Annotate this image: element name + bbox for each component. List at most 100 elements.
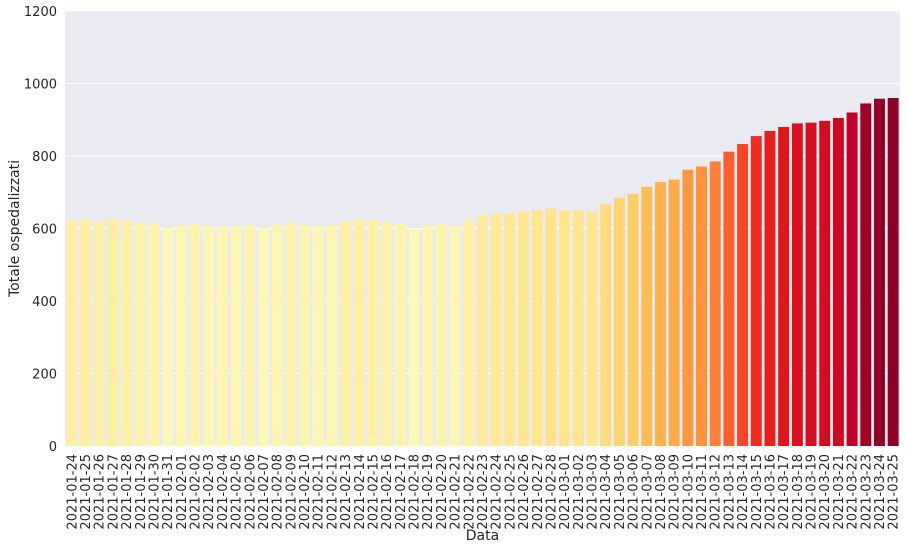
x-tick-label: 2021-03-04 [599, 454, 614, 530]
bar-2021-03-14 [737, 144, 749, 446]
x-tick-label: 2021-03-25 [887, 454, 902, 530]
x-tick-label: 2021-02-01 [175, 454, 190, 530]
x-tick-label: 2021-03-18 [791, 454, 806, 530]
x-tick-label: 2021-03-17 [777, 454, 792, 530]
x-tick-label: 2021-01-25 [79, 454, 94, 530]
x-tick-label: 2021-03-16 [763, 454, 778, 530]
y-tick-label: 800 [32, 150, 57, 165]
x-tick-label: 2021-03-02 [572, 454, 587, 530]
bar-2021-03-07 [641, 186, 653, 446]
bar-2021-03-23 [860, 103, 872, 446]
x-tick-label: 2021-03-12 [709, 454, 724, 530]
x-axis-label: Data [466, 528, 499, 544]
bar-2021-02-23 [477, 215, 488, 446]
bar-2021-03-18 [791, 123, 803, 446]
x-tick-label: 2021-02-21 [449, 454, 464, 530]
bar-2021-02-16 [381, 222, 393, 446]
x-tick-label: 2021-02-06 [243, 454, 258, 530]
x-tick-label: 2021-03-08 [654, 454, 669, 530]
x-tick-label: 2021-02-19 [421, 454, 436, 530]
bar-2021-03-20 [819, 120, 831, 447]
bar-2021-02-22 [463, 220, 475, 446]
x-axis-ticks: 2021-01-242021-01-252021-01-262021-01-27… [65, 454, 901, 530]
bar-2021-02-15 [367, 220, 379, 446]
bar-2021-03-21 [832, 117, 844, 446]
bar-2021-02-08 [271, 224, 283, 446]
x-tick-label: 2021-01-31 [161, 454, 176, 530]
x-tick-label: 2021-02-07 [257, 454, 272, 530]
x-tick-label: 2021-01-26 [93, 454, 108, 530]
x-tick-label: 2021-01-29 [134, 454, 149, 530]
bar-2021-02-13 [340, 221, 352, 446]
bar-2021-02-25 [504, 212, 516, 446]
bar-2021-03-25 [887, 98, 899, 446]
x-tick-label: 2021-03-11 [695, 454, 710, 530]
bar-2021-01-29 [134, 223, 146, 446]
x-tick-label: 2021-03-15 [750, 454, 765, 530]
bar-2021-03-24 [873, 98, 885, 446]
bar-2021-03-08 [654, 182, 666, 446]
bar-2021-03-06 [627, 194, 639, 446]
y-tick-label: 400 [32, 295, 57, 310]
x-tick-label: 2021-03-20 [818, 454, 833, 530]
x-tick-label: 2021-03-14 [736, 454, 751, 530]
x-tick-label: 2021-03-05 [613, 454, 628, 530]
bar-2021-03-03 [586, 211, 598, 446]
x-tick-label: 2021-01-30 [147, 454, 162, 530]
x-tick-label: 2021-03-07 [640, 454, 655, 530]
bar-2021-01-25 [80, 219, 92, 446]
x-tick-label: 2021-02-23 [476, 454, 491, 530]
bar-2021-02-07 [258, 227, 269, 446]
bar-2021-02-28 [545, 208, 557, 446]
y-tick-label: 600 [32, 223, 57, 238]
bar-2021-03-09 [668, 179, 680, 446]
bar-2021-03-02 [572, 210, 584, 446]
bar-2021-01-24 [66, 220, 78, 446]
bar-2021-03-15 [750, 136, 762, 446]
x-tick-label: 2021-01-28 [120, 454, 135, 530]
x-tick-label: 2021-02-27 [531, 454, 546, 530]
x-tick-label: 2021-02-15 [366, 454, 381, 530]
x-tick-label: 2021-03-09 [668, 454, 683, 530]
x-tick-label: 2021-02-08 [271, 454, 286, 530]
x-tick-label: 2021-02-03 [202, 454, 217, 530]
bar-2021-01-27 [107, 218, 119, 446]
x-tick-label: 2021-02-28 [544, 454, 559, 530]
x-tick-label: 2021-02-25 [503, 454, 518, 530]
x-tick-label: 2021-02-20 [435, 454, 450, 530]
x-tick-label: 2021-03-06 [627, 454, 642, 530]
x-tick-label: 2021-03-01 [558, 454, 573, 530]
bar-2021-02-02 [189, 223, 201, 446]
bar-2021-02-05 [230, 225, 242, 446]
x-tick-label: 2021-02-22 [462, 454, 477, 530]
x-tick-label: 2021-03-13 [722, 454, 737, 530]
bar-2021-03-05 [613, 197, 625, 446]
x-tick-label: 2021-03-24 [873, 454, 888, 530]
x-tick-label: 2021-02-13 [339, 454, 354, 530]
x-tick-label: 2021-02-17 [394, 454, 409, 530]
bar-2021-01-30 [148, 223, 160, 446]
x-tick-label: 2021-02-05 [230, 454, 245, 530]
y-tick-label: 200 [32, 368, 57, 383]
x-tick-label: 2021-01-27 [106, 454, 121, 530]
x-tick-label: 2021-02-11 [312, 454, 327, 530]
bar-2021-02-12 [326, 225, 338, 446]
bar-2021-02-18 [408, 228, 420, 446]
x-tick-label: 2021-02-09 [284, 454, 299, 530]
x-tick-label: 2021-03-22 [846, 454, 861, 530]
x-tick-label: 2021-02-04 [216, 454, 231, 530]
x-tick-label: 2021-03-19 [805, 454, 820, 530]
bar-2021-03-16 [764, 130, 776, 447]
bar-2021-02-20 [435, 224, 447, 446]
bar-2021-02-01 [175, 225, 187, 446]
bar-2021-03-11 [696, 166, 707, 446]
bar-2021-03-04 [600, 203, 612, 446]
y-tick-label: 1000 [24, 78, 57, 93]
bar-2021-03-01 [559, 210, 571, 446]
x-tick-label: 2021-03-10 [681, 454, 696, 530]
bar-2021-02-09 [285, 222, 297, 446]
y-axis-label: Totale ospedalizzati [7, 160, 23, 298]
x-tick-label: 2021-02-24 [490, 454, 505, 530]
x-tick-label: 2021-03-03 [586, 454, 601, 530]
